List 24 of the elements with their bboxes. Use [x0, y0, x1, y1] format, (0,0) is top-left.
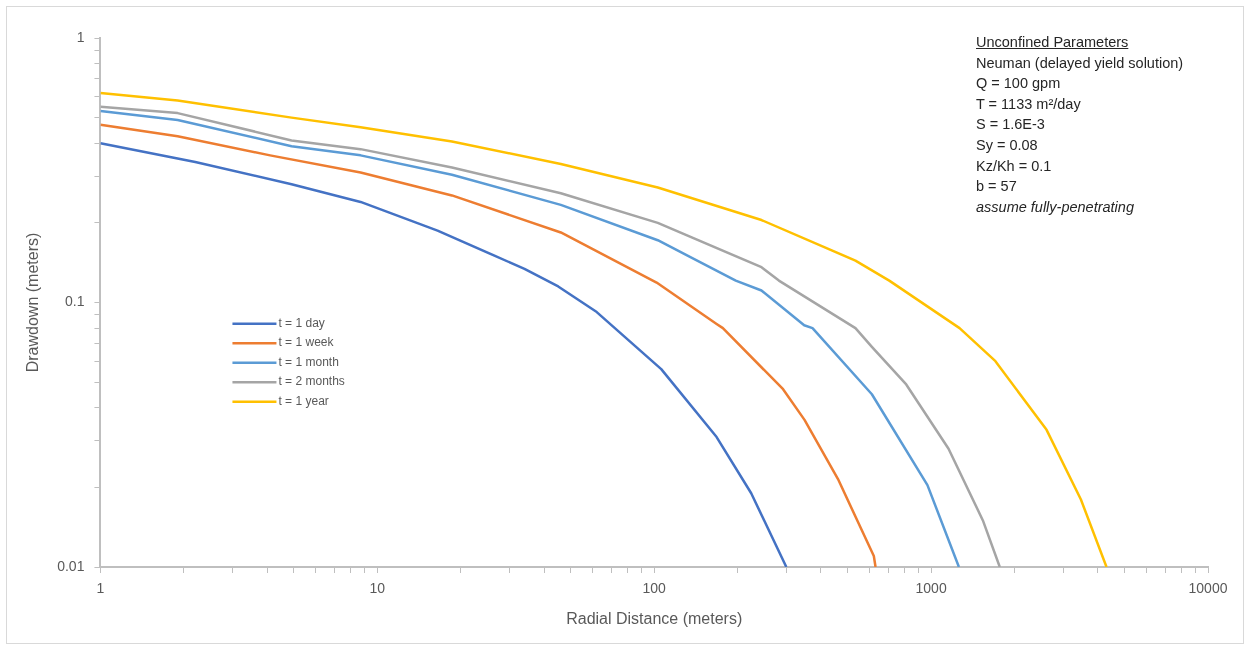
annotation: S = 1.6E-3 — [976, 115, 1046, 135]
annotation: b = 57 — [976, 177, 1018, 197]
x-axis-title: Radial Distance (meters) — [566, 609, 743, 627]
y-tick-label: 0.1 — [64, 293, 85, 310]
annotation: assume fully-penetrating — [976, 197, 1135, 217]
x-tick-label: 10 — [369, 580, 386, 597]
y-tick-label: 1 — [76, 28, 85, 45]
x-tick-label: 1 — [96, 580, 105, 597]
annotation: Q = 100 gpm — [976, 74, 1062, 94]
legend-label: t = 2 months — [278, 374, 345, 389]
x-tick-label: 100 — [642, 580, 667, 597]
x-tick-label: 10000 — [1188, 580, 1228, 597]
annotation: Kz/Kh = 0.1 — [976, 156, 1053, 176]
y-tick-label: 0.01 — [57, 557, 85, 574]
legend-label: t = 1 day — [278, 315, 325, 330]
legend-label: t = 1 year — [278, 393, 329, 408]
x-tick-label: 1000 — [915, 580, 947, 597]
annotation: T = 1133 m²/day — [976, 94, 1082, 114]
annotation: Unconfined Parameters — [976, 33, 1130, 52]
y-axis-title: Drawdown (meters) — [24, 232, 42, 373]
legend-label: t = 1 week — [278, 335, 335, 350]
annotation: Neuman (delayed yield solution) — [976, 53, 1184, 73]
annotation: Sy = 0.08 — [976, 135, 1039, 155]
legend-label: t = 1 month — [278, 354, 339, 369]
